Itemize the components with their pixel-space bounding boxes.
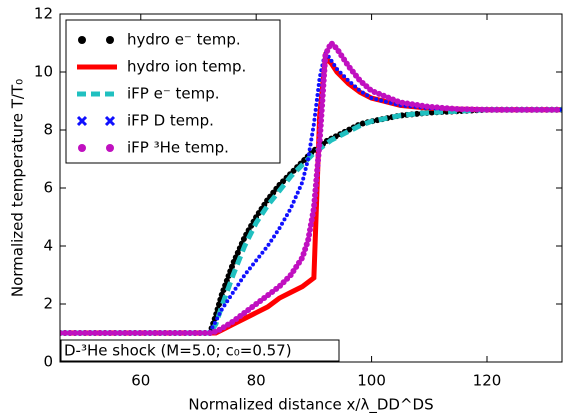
x-tick-label: 100: [357, 372, 386, 390]
y-tick-label: 2: [43, 295, 53, 313]
legend-swatch: [76, 115, 88, 127]
legend-label: hydro e⁻ temp.: [127, 31, 241, 49]
x-tick-label: 80: [247, 372, 266, 390]
y-tick-label: 0: [43, 353, 53, 371]
legend-swatch: [106, 36, 114, 44]
legend-swatch: [78, 36, 86, 44]
y-tick-label: 8: [43, 121, 53, 139]
legend-box: [65, 19, 281, 164]
plot-area: [60, 37, 562, 336]
x-tick-label: 60: [131, 372, 150, 390]
annotation: D-³He shock (M=5.0; c₀=0.57): [64, 342, 292, 360]
series-line: [60, 37, 562, 336]
legend-label: iFP D temp.: [127, 112, 214, 130]
annotation-box: [60, 339, 340, 362]
y-tick-label: 12: [34, 5, 53, 23]
legend-swatch: [106, 144, 114, 152]
y-tick-label: 10: [34, 63, 53, 81]
legend-swatch: [104, 115, 116, 127]
legend-label: hydro ion temp.: [127, 58, 246, 76]
legend-swatch: [78, 144, 86, 152]
x-axis-label: Normalized distance x/λ_DD^DS: [188, 396, 433, 415]
y-tick-label: 4: [43, 237, 53, 255]
legend-label: iFP ³He temp.: [127, 139, 229, 157]
y-axis-label: Normalized temperature T/T₀: [9, 79, 27, 297]
x-tick-label: 120: [473, 372, 502, 390]
legend-label: iFP e⁻ temp.: [127, 85, 220, 103]
y-tick-label: 6: [43, 179, 53, 197]
